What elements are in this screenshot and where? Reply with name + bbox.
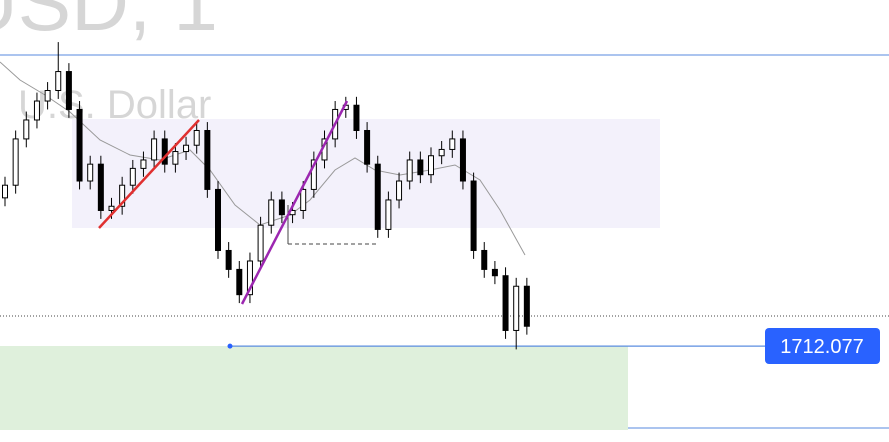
- candle-body: [151, 138, 158, 161]
- price-label-box: [765, 328, 880, 364]
- candle-body: [225, 249, 232, 270]
- candle-body: [129, 167, 136, 186]
- candle-body: [374, 163, 381, 230]
- candle-body: [438, 148, 445, 157]
- candle-body: [193, 129, 200, 146]
- candle-body: [65, 71, 72, 110]
- candle-body: [417, 159, 424, 176]
- candle-body: [172, 151, 179, 165]
- candle-body: [278, 199, 285, 216]
- candle-body: [204, 129, 211, 190]
- candle-body: [44, 90, 51, 102]
- candle-body: [119, 184, 126, 207]
- candle-body: [481, 249, 488, 270]
- candle-body: [364, 129, 371, 165]
- candle-body: [396, 180, 403, 201]
- candle-body: [76, 108, 83, 182]
- candle-body: [310, 159, 317, 190]
- candle-body: [502, 275, 509, 331]
- moving-average: [0, 61, 526, 256]
- candle-body: [97, 163, 104, 211]
- candle-body: [353, 104, 360, 131]
- candle-body: [33, 100, 40, 121]
- candle-body: [108, 205, 115, 211]
- candle-body: [449, 138, 456, 150]
- candle-body: [23, 119, 30, 140]
- candle-body: [459, 138, 466, 182]
- price-label: 1712.077: [780, 336, 863, 358]
- candle-body: [55, 71, 62, 92]
- candle-body: [12, 138, 19, 186]
- candle-body: [300, 188, 307, 211]
- candle-body: [2, 184, 8, 199]
- candle-body: [161, 138, 168, 165]
- candle-body: [406, 159, 413, 182]
- trend-line: [98, 119, 200, 229]
- candle-body: [140, 159, 147, 169]
- trend-line: [240, 100, 349, 305]
- candle-body: [523, 285, 530, 327]
- candle-body: [470, 180, 477, 251]
- price-line-anchor: [227, 343, 233, 349]
- candle-body: [385, 199, 392, 230]
- zone-box: [0, 346, 628, 430]
- candle-body: [183, 144, 190, 153]
- candle-body: [268, 199, 275, 226]
- candle-body: [257, 224, 264, 262]
- candle-body: [246, 260, 253, 296]
- watermark: USD, 1: [0, 0, 218, 47]
- candle-body: [87, 163, 94, 182]
- candle-body: [513, 285, 520, 331]
- candle-body: [215, 188, 221, 251]
- candle-body: [428, 155, 434, 176]
- candle-body: [236, 268, 243, 296]
- candle-body: [491, 268, 498, 277]
